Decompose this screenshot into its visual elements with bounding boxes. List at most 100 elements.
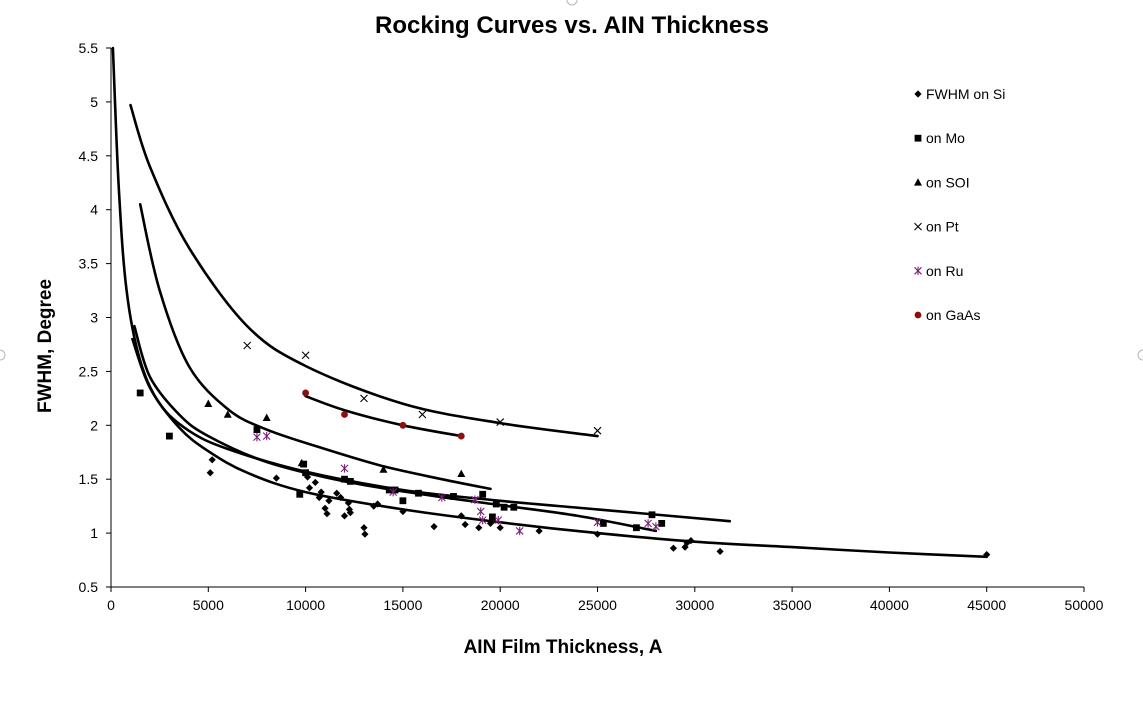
data-point xyxy=(418,410,427,419)
series-on-pt xyxy=(243,341,602,435)
data-point xyxy=(437,493,446,502)
data-point xyxy=(683,539,691,547)
data-point xyxy=(494,515,503,525)
data-point xyxy=(262,431,271,441)
data-point xyxy=(486,519,495,527)
data-point xyxy=(399,497,407,505)
data-point xyxy=(243,341,252,350)
legend-label: on Mo xyxy=(926,130,965,146)
legend-item: on Mo xyxy=(914,130,965,146)
data-point xyxy=(648,511,656,519)
y-axis-ticks: 0.5 1 1.5 2 2.5 3 3.5 4 4.5 5 5.5 xyxy=(79,40,111,595)
legend-marker xyxy=(914,266,922,275)
y-tick-label: 4.5 xyxy=(79,148,99,164)
data-points xyxy=(136,341,991,559)
data-point xyxy=(323,510,331,518)
legend-item: on SOI xyxy=(914,174,970,190)
data-point xyxy=(716,547,724,556)
trendline xyxy=(129,103,599,438)
trendline xyxy=(138,203,492,491)
x-tick-label: 5000 xyxy=(193,597,224,613)
data-point xyxy=(262,413,271,421)
resize-handle-right[interactable] xyxy=(1137,349,1143,361)
y-tick-label: 0.5 xyxy=(79,579,99,595)
data-point xyxy=(337,493,345,502)
data-point xyxy=(593,426,602,435)
x-tick-label: 20000 xyxy=(481,597,520,613)
y-tick-label: 1.5 xyxy=(79,471,99,487)
data-point xyxy=(374,500,382,508)
y-tick-label: 5 xyxy=(90,94,98,110)
data-point xyxy=(340,464,349,473)
x-tick-label: 25000 xyxy=(578,597,617,613)
y-axis-title: FWHM, Degree xyxy=(35,279,56,413)
data-point xyxy=(644,519,652,528)
legend: FWHM on Si on Mo on SOI on Pt on Ru on GaAs xyxy=(914,86,1005,323)
data-point xyxy=(361,530,369,538)
data-point xyxy=(457,432,465,440)
data-point xyxy=(346,509,354,517)
x-tick-label: 15000 xyxy=(383,597,422,613)
y-tick-label: 2 xyxy=(90,417,98,433)
data-point xyxy=(510,503,518,511)
legend-marker xyxy=(914,222,922,231)
resize-handle-left[interactable] xyxy=(0,349,6,361)
y-tick-label: 3.5 xyxy=(79,256,99,272)
data-point xyxy=(593,518,602,527)
x-axis-ticks: 0 5000 10000 15000 20000 25000 30000 35000 40000… xyxy=(107,587,1104,613)
data-point xyxy=(272,474,281,482)
y-tick-label: 5.5 xyxy=(79,40,99,56)
legend-marker xyxy=(914,178,922,186)
trendline xyxy=(133,324,658,533)
y-tick-label: 1 xyxy=(90,525,98,541)
data-point xyxy=(450,493,457,500)
data-point xyxy=(471,495,479,504)
data-point xyxy=(302,389,309,397)
data-point xyxy=(333,489,341,497)
data-point xyxy=(489,513,496,521)
x-tick-label: 30000 xyxy=(675,597,714,613)
data-point xyxy=(476,507,485,516)
data-point xyxy=(415,489,422,497)
x-tick-label: 45000 xyxy=(967,597,1006,613)
data-point xyxy=(208,456,216,464)
data-point xyxy=(253,432,261,442)
data-point xyxy=(297,458,306,467)
data-point xyxy=(651,522,660,531)
legend-label: on SOI xyxy=(926,174,970,190)
resize-handle-top[interactable] xyxy=(566,0,578,6)
series-fwhm-on-si xyxy=(206,456,991,559)
data-point xyxy=(344,499,353,507)
data-point xyxy=(341,411,348,418)
data-point xyxy=(399,421,407,429)
data-point xyxy=(360,394,368,403)
x-tick-label: 10000 xyxy=(286,597,325,613)
data-point xyxy=(311,478,319,487)
legend-item: on GaAs xyxy=(914,307,980,323)
data-point xyxy=(457,469,466,478)
data-point xyxy=(341,475,348,483)
legend-marker xyxy=(914,311,922,319)
data-point xyxy=(599,519,607,527)
data-point xyxy=(457,512,465,520)
legend-item: FWHM on Si xyxy=(914,86,1005,102)
data-point xyxy=(165,432,173,440)
x-tick-label: 35000 xyxy=(773,597,812,613)
data-point xyxy=(515,526,524,536)
data-point xyxy=(633,524,640,532)
chart-title: Rocking Curves vs. AIN Thickness xyxy=(375,12,769,39)
data-point xyxy=(296,490,304,498)
data-point xyxy=(317,488,325,496)
data-point xyxy=(340,512,349,520)
data-point xyxy=(475,524,483,532)
data-point xyxy=(305,484,314,492)
data-point xyxy=(593,530,602,538)
data-point xyxy=(983,551,991,559)
legend-item: on Pt xyxy=(914,219,959,235)
data-point xyxy=(535,527,543,535)
x-tick-label: 0 xyxy=(107,597,115,613)
y-tick-label: 3 xyxy=(90,310,98,326)
data-point xyxy=(302,469,309,477)
data-point xyxy=(461,520,469,529)
x-tick-label: 40000 xyxy=(870,597,909,613)
